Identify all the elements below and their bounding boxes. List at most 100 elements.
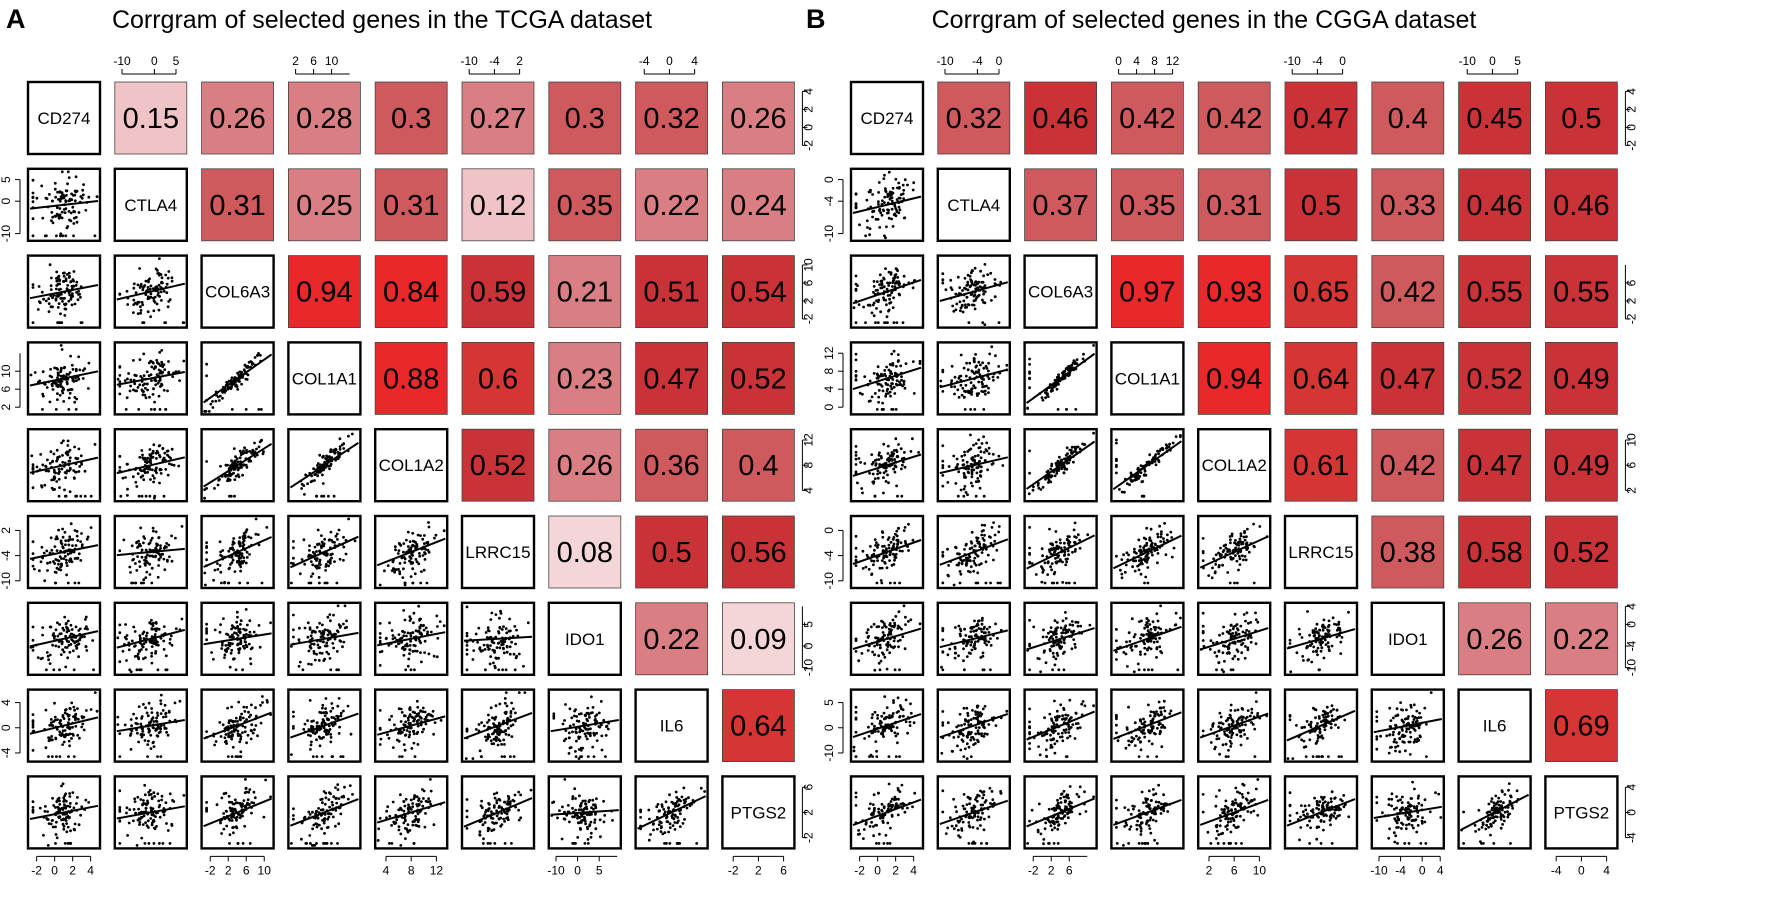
scatter-point: [181, 321, 185, 324]
scatter-point: [245, 644, 248, 647]
scatter-point: [883, 201, 886, 205]
correlation-cell: [287, 255, 361, 329]
scatter-point: [60, 732, 64, 735]
scatter-point: [315, 652, 318, 656]
scatter-point: [72, 222, 76, 225]
scatter-point: [687, 796, 690, 799]
scatter-point: [298, 660, 302, 664]
scatter-point: [65, 630, 69, 634]
scatter-point: [345, 619, 348, 623]
scatter-point: [66, 552, 70, 556]
scatter-point: [69, 829, 72, 833]
scatter-point: [144, 458, 148, 461]
scatter-point: [146, 470, 150, 474]
scatter-point: [244, 561, 248, 565]
scatter-point: [419, 723, 423, 727]
correlation-cell: [201, 168, 275, 242]
scatter-point: [517, 808, 520, 812]
scatter-point: [321, 482, 325, 485]
correlation-cell: [1197, 255, 1271, 329]
scatter-point: [142, 581, 146, 585]
scatter-point: [505, 816, 509, 820]
correlation-cell: [287, 81, 361, 155]
scatter-point: [495, 799, 499, 802]
scatter-point: [126, 494, 129, 497]
scatter-point: [150, 823, 154, 827]
scatter-point: [971, 303, 974, 307]
scatter-point: [655, 805, 659, 809]
scatter-points: [118, 525, 184, 585]
scatter-point: [146, 799, 149, 803]
scatter-point: [310, 642, 313, 646]
scatter-point: [419, 716, 423, 720]
scatter-point: [310, 637, 314, 640]
scatter-point: [330, 800, 334, 804]
scatter-point: [893, 285, 897, 288]
scatter-point: [148, 494, 152, 498]
scatter-point: [59, 719, 62, 723]
scatter-point: [950, 379, 954, 383]
scatter-point: [953, 385, 957, 389]
scatter-point: [594, 812, 597, 816]
scatter-point: [502, 738, 506, 742]
scatter-point: [144, 563, 147, 567]
scatter-point: [872, 314, 876, 318]
scatter-point: [415, 732, 419, 735]
scatter-point: [312, 719, 315, 723]
scatter-point: [404, 668, 408, 672]
scatter-point: [955, 302, 959, 306]
scatter-point: [68, 197, 72, 201]
scatter-point: [230, 376, 234, 380]
scatter-point: [129, 384, 133, 388]
scatter-point: [128, 389, 132, 393]
scatter-point: [297, 638, 301, 642]
scatter-point: [236, 732, 240, 736]
scatter-point: [682, 798, 686, 802]
scatter-point: [572, 842, 576, 845]
scatter-point: [60, 389, 64, 393]
scatter-point: [588, 798, 591, 802]
scatter-point: [408, 615, 412, 619]
scatter-point: [69, 219, 73, 223]
scatter-point: [223, 580, 227, 584]
scatter-point: [321, 706, 324, 710]
scatter-point: [321, 544, 325, 548]
scatter-point: [157, 444, 161, 448]
scatter-point: [676, 816, 680, 819]
scatter-point: [489, 635, 493, 639]
scatter-point: [424, 715, 428, 719]
scatter-point: [159, 699, 163, 702]
scatter-point: [415, 649, 419, 653]
scatter-point: [292, 710, 295, 714]
scatter-point: [405, 538, 408, 542]
scatter-point: [64, 476, 67, 480]
scatter-point: [399, 806, 402, 810]
scatter-point: [205, 558, 209, 562]
y-tick-label: 4: [0, 699, 13, 706]
scatter-point: [252, 630, 256, 634]
scatter-point: [429, 713, 432, 717]
scatter-point: [326, 825, 330, 829]
scatter-point: [85, 649, 89, 652]
scatter-point: [215, 803, 219, 807]
scatter-point: [513, 625, 517, 628]
scatter-point: [145, 631, 149, 635]
scatter-point: [889, 271, 893, 275]
scatter-point: [992, 378, 995, 382]
scatter-point: [230, 408, 234, 411]
scatter-point: [979, 363, 982, 367]
scatter-point: [140, 300, 144, 304]
scatter-point: [162, 625, 166, 628]
scatter-point: [75, 280, 79, 284]
scatter-point: [228, 479, 232, 482]
scatter-point: [143, 471, 147, 475]
scatter-point: [62, 196, 66, 200]
scatter-point: [579, 808, 583, 811]
scatter-point: [126, 462, 129, 466]
chart-title: Corrgram of selected genes in the TCGA d…: [112, 6, 652, 34]
scatter-point: [326, 457, 329, 461]
scatter-point: [969, 284, 973, 288]
scatter-point: [893, 205, 897, 208]
scatter-point: [54, 833, 58, 836]
scatter-point: [417, 798, 421, 802]
